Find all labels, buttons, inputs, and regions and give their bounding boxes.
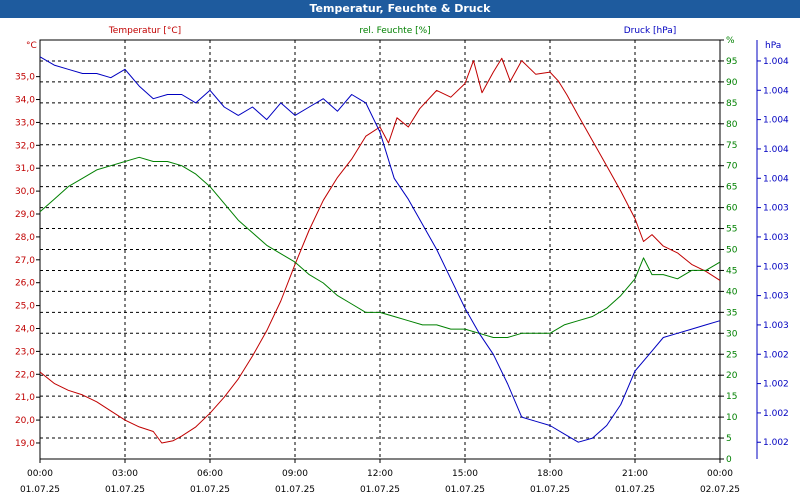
temperature-tick-label: 31,0 [15,164,35,174]
humidity-tick-label: 85 [726,99,737,109]
chart-svg: 00:00 01.07.25 03:00 01.07.25 06:00 01.07.25 0… [15,26,789,495]
humidity-tick-label: 95 [726,57,737,67]
x-tick-time: 00:00 [707,469,733,479]
temperature-tick-label: 35,0 [15,73,35,83]
humidity-tick-label: 65 [726,183,737,193]
humidity-tick-label: 20 [726,371,738,381]
x-tick-time: 21:00 [622,469,648,479]
temperature-tick-label: 21,0 [15,393,35,403]
x-tick-date: 01.07.25 [360,485,400,495]
temperature-unit: °C [26,41,37,51]
pressure-tick-label: 1.003 [763,204,789,214]
humidity-tick-label: 80 [726,120,738,130]
grid [36,39,761,463]
humidity-tick-label: % [726,36,735,46]
humidity-tick-label: 55 [726,225,737,235]
legend-humidity: rel. Feuchte [%] [359,26,430,36]
x-tick-date: 01.07.25 [530,485,570,495]
legend-pressure: Druck [hPa] [624,26,677,36]
x-tick-date: 01.07.25 [615,485,655,495]
series-line-temperature [39,57,721,444]
humidity-tick-label: 75 [726,141,737,151]
x-tick-date: 01.07.25 [275,485,315,495]
series-layer [39,56,721,444]
temperature-tick-label: 33,0 [15,118,35,128]
x-tick-time: 03:00 [112,469,138,479]
humidity-tick-label: 0 [726,455,732,465]
pressure-tick-label: 1.002 [763,438,789,448]
humidity-tick-label: 5 [726,434,732,444]
temperature-tick-label: 20,0 [15,416,35,426]
pressure-tick-label: 1.002 [763,350,789,360]
pressure-tick-label: 1.003 [763,233,789,243]
x-tick-date: 01.07.25 [20,485,60,495]
x-tick-date: 02.07.25 [700,485,740,495]
pressure-tick-label: 1.003 [763,262,789,272]
x-tick-time: 15:00 [452,469,478,479]
series-line-pressure [39,56,721,443]
humidity-tick-label: 60 [726,204,738,214]
pressure-unit: hPa [765,41,781,51]
window-title: Temperatur, Feuchte & Druck [0,0,800,18]
temperature-tick-label: 29,0 [15,210,35,220]
humidity-tick-label: 35 [726,308,737,318]
x-tick-date: 01.07.25 [190,485,230,495]
humidity-tick-label: 15 [726,392,737,402]
temperature-tick-label: 25,0 [15,302,35,312]
pressure-tick-label: 1.004 [763,86,789,96]
temperature-tick-label: 22,0 [15,370,35,380]
pressure-tick-label: 1.003 [763,321,789,331]
temperature-tick-label: 30,0 [15,187,35,197]
humidity-tick-label: 45 [726,266,737,276]
pressure-tick-label: 1.002 [763,380,789,390]
temperature-tick-label: 28,0 [15,233,35,243]
legend-temperature: Temperatur [°C] [108,26,181,36]
pressure-tick-label: 1.004 [763,174,789,184]
temperature-tick-label: 24,0 [15,324,35,334]
pressure-tick-label: 1.004 [763,145,789,155]
x-tick-date: 01.07.25 [105,485,145,495]
humidity-tick-label: 50 [726,246,738,256]
x-tick-time: 12:00 [367,469,393,479]
temperature-tick-label: 26,0 [15,279,35,289]
pressure-tick-label: 1.004 [763,57,789,67]
temperature-tick-label: 23,0 [15,347,35,357]
x-tick-time: 09:00 [282,469,308,479]
x-tick-time: 00:00 [27,469,53,479]
pressure-tick-label: 1.002 [763,409,789,419]
humidity-tick-label: 70 [726,162,738,172]
temperature-tick-label: 19,0 [15,439,35,449]
x-tick-time: 06:00 [197,469,223,479]
chart-area: 00:00 01.07.25 03:00 01.07.25 06:00 01.07.25 0… [0,18,800,500]
humidity-tick-label: 30 [726,329,738,339]
temperature-tick-label: 27,0 [15,256,35,266]
humidity-tick-label: 40 [726,287,738,297]
series-line-humidity [39,156,721,338]
x-tick-time: 18:00 [537,469,563,479]
x-tick-date: 01.07.25 [445,485,485,495]
temperature-tick-label: 34,0 [15,96,35,106]
humidity-tick-label: 10 [726,413,738,423]
tick-labels: 00:00 01.07.25 03:00 01.07.25 06:00 01.07.25 0… [15,36,789,495]
humidity-tick-label: 25 [726,350,737,360]
humidity-tick-label: 90 [726,78,738,88]
temperature-tick-label: 32,0 [15,141,35,151]
pressure-tick-label: 1.004 [763,116,789,126]
pressure-tick-label: 1.003 [763,292,789,302]
